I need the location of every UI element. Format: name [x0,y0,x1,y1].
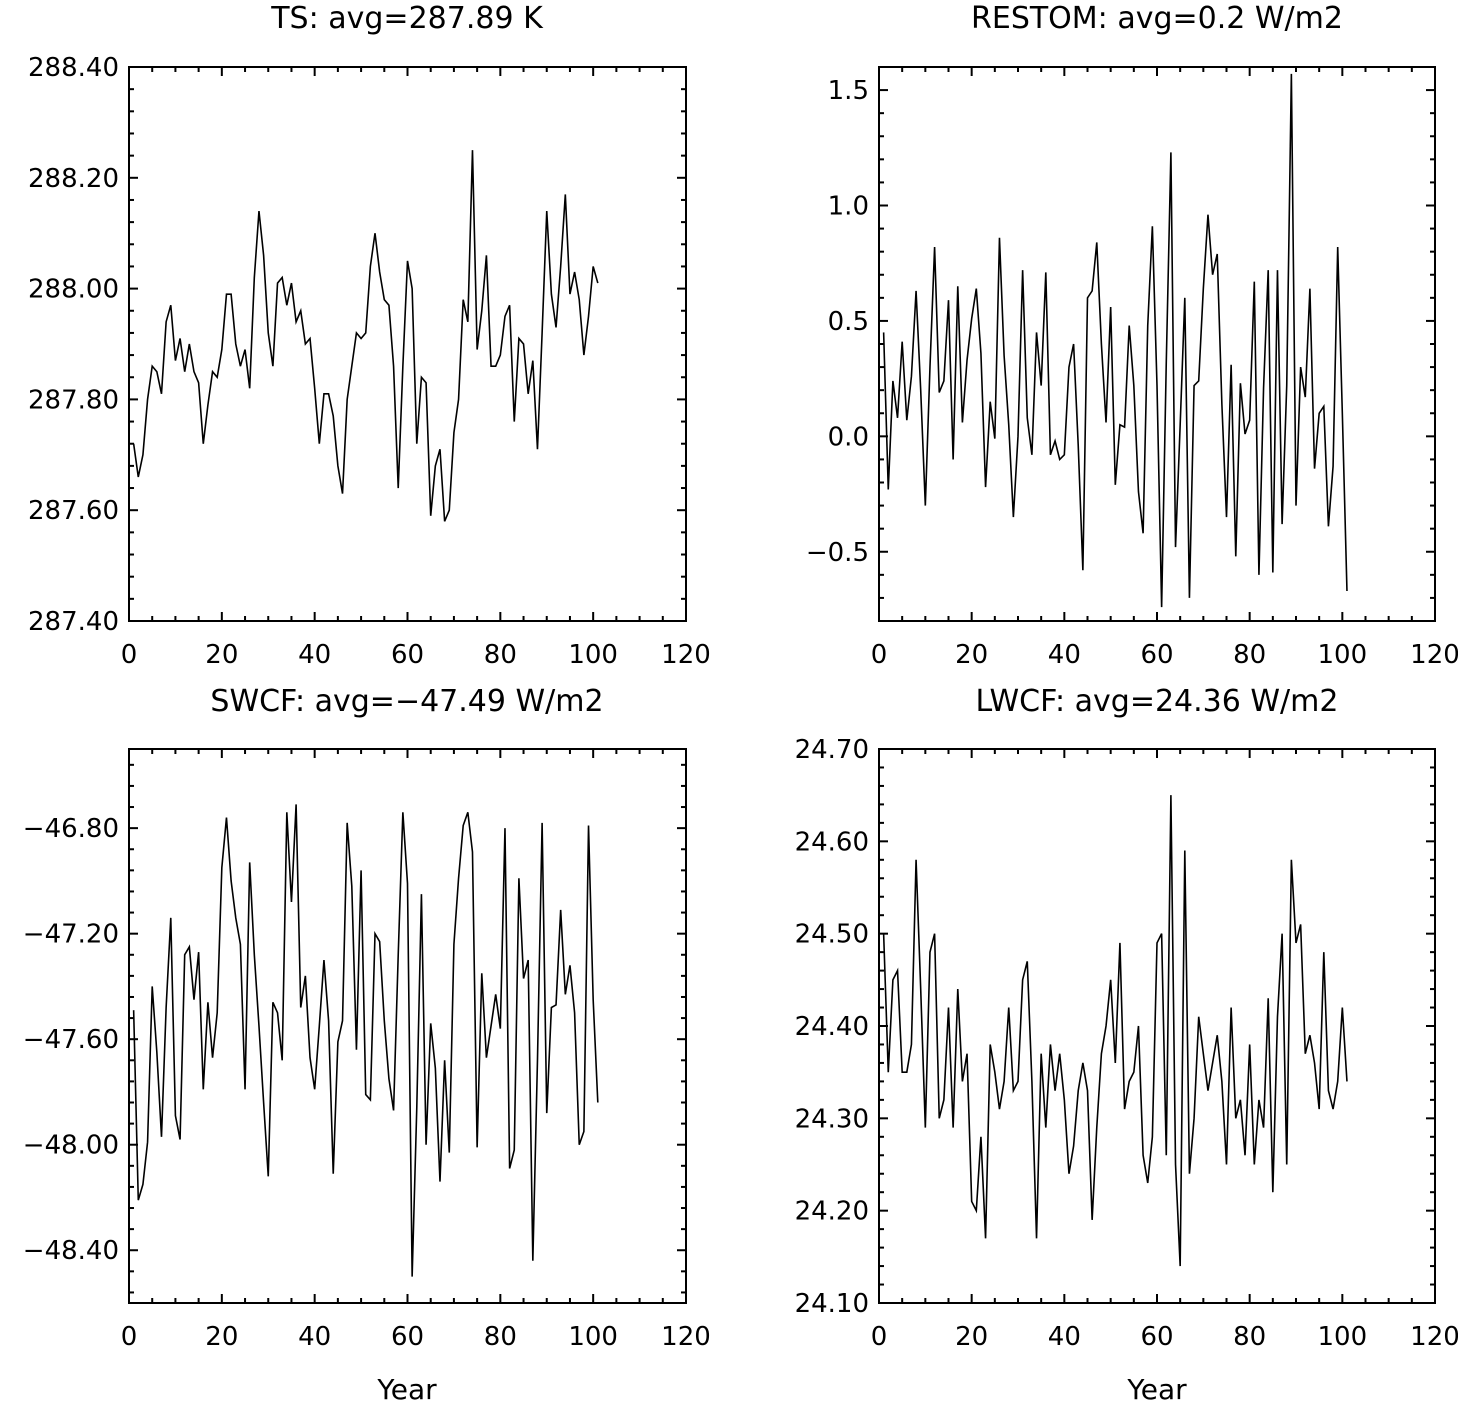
restom-xtick-label: 80 [1233,640,1266,670]
restom-xtick-label: 20 [955,640,988,670]
swcf-xtick-label: 60 [391,1322,424,1352]
lwcf-xtick-label: 20 [955,1322,988,1352]
panel-swcf-title: SWCF: avg=−47.49 W/m2 [210,684,603,719]
swcf-ytick-label: −48.40 [23,1236,119,1266]
panel-swcf-y-axis: −48.40 −48.00 −47.60 −47.20 −46.80 [23,814,119,1266]
swcf-xtick-label: 40 [298,1322,331,1352]
panel-lwcf-ticks [878,748,1436,1304]
swcf-ytick-label: −46.80 [23,814,119,844]
panel-lwcf-y-axis: 24.10 24.20 24.30 24.40 24.50 24.60 24.70 [795,735,869,1319]
panel-swcf-x-axis: 0 20 40 60 80 100 120 [121,1322,711,1352]
panel-lwcf-series-line [882,795,1348,1267]
ts-xtick-label: 40 [298,640,331,670]
swcf-ytick-label: −47.20 [23,920,119,950]
lwcf-ytick-label: 24.60 [795,827,869,857]
panel-restom: RESTOM: avg=0.2 W/m2 −0.5 0.0 0.5 1.0 1.5 0 2… [806,1,1458,670]
restom-xtick-label: 0 [871,640,888,670]
panel-restom-ticks [878,66,1436,622]
restom-ytick-label: 0.0 [828,422,869,452]
ts-ytick-label: 287.80 [28,385,119,415]
swcf-xtick-label: 100 [568,1322,618,1352]
panel-ts-series-line [132,150,599,522]
panel-swcf-ticks [128,749,687,1303]
lwcf-ytick-label: 24.30 [795,1104,869,1134]
panel-lwcf-title: LWCF: avg=24.36 W/m2 [976,684,1339,719]
swcf-xtick-label: 120 [661,1322,711,1352]
ts-ytick-label: 287.40 [28,607,119,637]
restom-ytick-label: 1.0 [828,192,869,222]
ts-ytick-label: 287.60 [28,496,119,526]
restom-xtick-label: 40 [1048,640,1081,670]
panel-lwcf-x-axis-label: Year [1126,1373,1187,1402]
panel-restom-series-line [882,73,1348,608]
restom-ytick-label: 0.5 [828,307,869,337]
lwcf-xtick-label: 60 [1140,1322,1173,1352]
panel-swcf-x-axis-label: Year [376,1373,437,1402]
panel-lwcf: LWCF: avg=24.36 W/m2 24.10 24.20 24.30 24.4… [795,684,1458,1402]
ts-xtick-label: 0 [121,640,138,670]
lwcf-ytick-label: 24.10 [795,1289,869,1319]
lwcf-ytick-label: 24.20 [795,1197,869,1227]
panel-ts-x-axis: 0 20 40 60 80 100 120 [121,640,711,670]
lwcf-ytick-label: 24.50 [795,920,869,950]
ts-xtick-label: 20 [205,640,238,670]
restom-ytick-label: 1.5 [828,76,869,106]
panel-restom-y-axis: −0.5 0.0 0.5 1.0 1.5 [806,76,869,568]
swcf-ytick-label: −47.60 [23,1025,119,1055]
lwcf-xtick-label: 0 [871,1322,888,1352]
ts-ytick-label: 288.00 [28,275,119,305]
ts-ytick-label: 288.20 [28,164,119,194]
panel-swcf-series-line [132,804,599,1277]
restom-xtick-label: 100 [1318,640,1368,670]
ts-xtick-label: 120 [661,640,711,670]
restom-xtick-label: 120 [1410,640,1458,670]
lwcf-xtick-label: 120 [1410,1322,1458,1352]
lwcf-xtick-label: 40 [1048,1322,1081,1352]
panel-restom-title: RESTOM: avg=0.2 W/m2 [971,1,1343,36]
panel-restom-x-axis: 0 20 40 60 80 100 120 [871,640,1458,670]
restom-xtick-label: 60 [1140,640,1173,670]
panel-ts-y-axis: 287.40 287.60 287.80 288.00 288.20 288.40 [28,53,119,637]
swcf-xtick-label: 80 [484,1322,517,1352]
lwcf-ytick-label: 24.70 [795,735,869,765]
ts-xtick-label: 100 [568,640,618,670]
ts-xtick-label: 60 [391,640,424,670]
panel-ts-title: TS: avg=287.89 K [270,1,544,36]
ts-xtick-label: 80 [484,640,517,670]
restom-ytick-label: −0.5 [806,538,869,568]
panel-ts: TS: avg=287.89 K 287.40 287.60 287.80 288.0… [28,1,711,670]
swcf-ytick-label: −48.00 [23,1131,119,1161]
panel-lwcf-x-axis: 0 20 40 60 80 100 120 [871,1322,1458,1352]
panel-swcf: SWCF: avg=−47.49 W/m2 −48.40 −48.00 −47.60… [23,684,711,1402]
ts-ytick-label: 288.40 [28,53,119,83]
panel-ts-ticks [128,66,687,622]
swcf-xtick-label: 0 [121,1322,138,1352]
lwcf-xtick-label: 100 [1318,1322,1368,1352]
lwcf-ytick-label: 24.40 [795,1012,869,1042]
lwcf-xtick-label: 80 [1233,1322,1266,1352]
swcf-xtick-label: 20 [205,1322,238,1352]
